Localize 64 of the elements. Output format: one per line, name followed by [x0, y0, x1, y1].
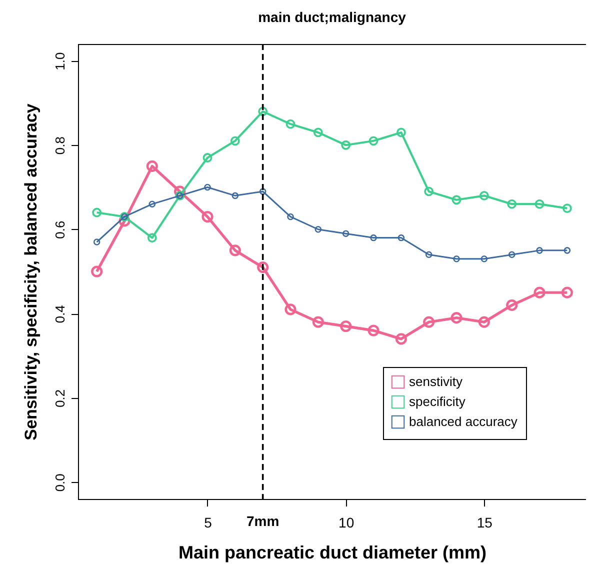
point [395, 333, 407, 345]
point [508, 251, 516, 258]
point [259, 188, 266, 195]
point [370, 234, 377, 242]
point [287, 213, 294, 220]
point [342, 230, 350, 237]
point [118, 215, 130, 227]
point [368, 136, 378, 146]
point [453, 255, 460, 262]
point [202, 210, 214, 223]
point [257, 262, 269, 274]
y-axis-title: Sensitivity, specificity, balanced accuracy [22, 103, 40, 440]
y-tick-label: 1.0 [52, 52, 68, 70]
point [148, 200, 156, 208]
x-axis-title: Main pancreatic duct diameter (mm) [178, 542, 487, 562]
point [423, 316, 435, 328]
point [398, 234, 405, 242]
point [284, 304, 296, 316]
point [146, 160, 158, 172]
point [147, 233, 157, 242]
chart-title: main duct;malignancy [258, 9, 406, 26]
point [534, 286, 546, 298]
y-tick-label: 0.4 [52, 305, 68, 324]
point [92, 208, 102, 218]
point [480, 255, 488, 262]
point [204, 184, 211, 191]
point [479, 190, 489, 200]
y-tick-label: 0.6 [52, 220, 68, 239]
point [230, 136, 240, 146]
y-tick-label: 0.8 [52, 136, 68, 155]
point [450, 312, 462, 324]
point [562, 204, 572, 214]
point [340, 320, 352, 332]
legend-label: balanced accuracy [409, 414, 518, 429]
x-tick-label: 15 [476, 514, 493, 530]
x-tick-label: 5 [204, 514, 212, 530]
point [506, 299, 518, 311]
point [313, 128, 323, 138]
point [229, 244, 241, 256]
legend-label: specificity [409, 394, 466, 409]
point [478, 316, 490, 328]
x-tick-label: 10 [338, 514, 354, 530]
point [534, 199, 544, 209]
point [202, 153, 212, 162]
point [312, 316, 324, 328]
ref-line-label: 7mm [246, 513, 280, 529]
point [314, 226, 322, 233]
legend-label: senstivity [409, 374, 463, 389]
point [286, 119, 296, 129]
point [396, 128, 406, 138]
point [368, 324, 380, 336]
point [232, 192, 239, 200]
point [536, 247, 543, 254]
point [452, 195, 462, 205]
point [91, 266, 103, 278]
y-tick-label: 0.2 [52, 389, 68, 408]
point [258, 106, 268, 116]
point [174, 186, 186, 198]
point [561, 286, 573, 298]
y-tick-label: 0.0 [52, 474, 68, 492]
point [424, 186, 434, 196]
point [507, 199, 517, 209]
point [425, 251, 432, 258]
point [341, 140, 351, 150]
